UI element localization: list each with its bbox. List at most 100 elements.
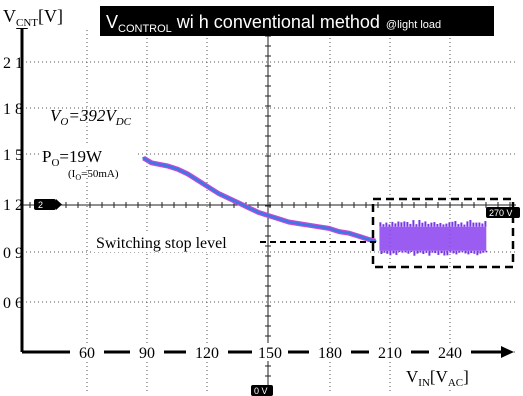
chart-title: VCONTROL wi h conventional method @light … [106,12,441,35]
noise-spike [434,250,437,254]
switching-stop-label: Switching stop level [96,235,227,252]
noise-spike [451,221,454,227]
noise-spike [392,250,395,254]
noise-spike [461,250,464,253]
data-point [348,232,351,235]
noise-spike [452,250,455,254]
data-point [327,227,331,230]
noise-spike [431,250,434,253]
noise-spike [419,250,422,253]
x-tick-labels: 60 90 120 150 180 210 240 [70,343,471,362]
noise-spike [484,221,487,227]
grid [22,30,516,392]
noise-spike [457,224,460,227]
noise-spike [397,221,400,227]
noise-spike [395,250,398,255]
noise-spike [449,250,452,253]
noise-spike [443,250,446,256]
noise-spike [460,222,463,227]
y-tick-label: 1 8 [3,101,23,118]
data-point [237,201,240,204]
noise-spike [455,250,458,255]
noise-spike [436,224,439,227]
y-tick-label: 1 2 [3,197,23,214]
noise-spike [482,250,485,253]
data-point [317,225,321,228]
noise-spike [406,222,409,227]
noise-spike [475,222,478,227]
noise-spike [427,223,430,227]
noise-spike [407,250,410,254]
data-point [216,192,220,195]
noise-spike [464,250,467,254]
noise-spike [428,250,431,256]
data-point [206,185,210,188]
data-point [277,217,280,220]
center-axis-ticks [29,35,511,387]
data-point [186,172,189,176]
noise-spike [400,222,403,227]
data-layer [142,155,488,256]
y-tick-label: 0 6 [3,295,23,312]
noise-spike [458,250,461,253]
y-axis-label: VCNT[V] [3,6,63,29]
noise-spike [479,250,482,254]
noise-spike [463,224,466,227]
data-point [142,156,145,160]
noise-spike [412,220,415,227]
noise-spike [386,250,389,254]
output-voltage-label: VO=392VDC [50,106,132,128]
noise-spike [380,250,383,254]
x-tick-label: 150 [258,345,282,362]
noise-spike [418,220,421,227]
noise-spike [430,222,433,227]
y-tick-labels: 2 1 1 8 1 5 1 2 0 9 0 6 [3,55,23,312]
noise-spike [425,250,428,253]
data-point [247,206,250,209]
x-tick-label: 120 [195,345,219,362]
noise-spike [401,250,404,253]
noise-spike [398,250,401,253]
y-tick-label: 0 9 [3,245,23,262]
noise-spike [470,250,473,254]
noise-spike [422,250,425,254]
noise-spike [409,223,412,227]
y-tick-label: 2 1 [3,55,23,72]
data-point [287,220,290,224]
noise-spike [416,250,419,254]
data-point [150,161,153,164]
data-point [337,230,341,233]
noise-spike [469,220,472,227]
noise-spike [442,224,445,227]
noise-spike [424,221,427,227]
burst-noise-band [379,226,487,251]
noise-spike [394,223,397,227]
output-current-label: (IO=50mA) [68,168,119,182]
x-tick-label: 60 [79,345,95,362]
noise-spike [485,250,488,253]
data-point [358,235,361,238]
noise-spike [439,223,442,227]
x-tick-label: 240 [438,345,462,362]
noise-spike [440,250,443,254]
noise-spike [403,221,406,227]
output-power-label: PO=19W [42,147,103,169]
center-axes [22,30,516,392]
zero-level-text: 0 V [254,386,268,396]
noise-spike [437,250,440,255]
data-point [368,238,371,241]
noise-spike [383,250,386,253]
noise-spike [389,250,392,256]
channel-marker-text: 2 [38,200,43,210]
noise-spike [446,250,449,256]
noise-spike [448,222,451,227]
x-tick-label: 210 [378,345,402,362]
noise-spike [478,222,481,227]
zero-level-marker: 0 V [251,385,273,396]
noise-spike [466,221,469,227]
noise-spike [379,222,382,227]
data-point [176,168,179,171]
data-point [267,214,270,217]
noise-spike [415,224,418,227]
trigger-level-text: 270 V [489,208,513,218]
